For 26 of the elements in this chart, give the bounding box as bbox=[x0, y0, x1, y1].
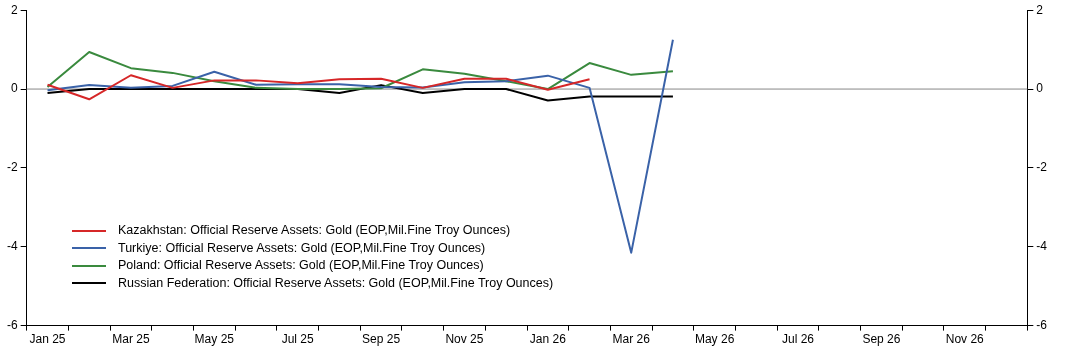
y2-tick-label: -6 bbox=[1036, 317, 1048, 332]
x-tick-label: Nov 25 bbox=[445, 332, 484, 347]
legend-label: Turkiye: Official Reserve Assets: Gold (EOP,Mil.Fine Troy Ounces) bbox=[118, 239, 486, 257]
legend-label: Poland: Official Reserve Assets: Gold (EOP,Mil.Fine Troy Ounces) bbox=[118, 257, 484, 274]
y-tick-label: -2 bbox=[7, 160, 18, 175]
y-tick-label: -4 bbox=[7, 239, 18, 254]
y2-tick-label: -2 bbox=[1036, 160, 1048, 175]
y-tick-label: 2 bbox=[10, 2, 18, 17]
y2-tick-label: -4 bbox=[1036, 239, 1048, 254]
y2-tick-label: 0 bbox=[1036, 81, 1044, 96]
y-tick-label: 0 bbox=[10, 81, 18, 96]
x-tick-label: Nov 26 bbox=[945, 332, 985, 347]
y-tick-label: -6 bbox=[7, 317, 18, 332]
x-tick-label: Jan 25 bbox=[29, 332, 66, 347]
x-tick-label: Mar 25 bbox=[112, 332, 150, 347]
x-tick-label: Sep 25 bbox=[362, 332, 401, 347]
y2-tick-label: 2 bbox=[1036, 2, 1044, 17]
x-tick-label: May 25 bbox=[194, 332, 235, 347]
x-tick-label: Jul 26 bbox=[782, 332, 815, 347]
x-tick-label: Sep 26 bbox=[862, 332, 901, 347]
x-tick-label: Mar 26 bbox=[612, 332, 651, 347]
legend-label: Kazakhstan: Official Reserve Assets: Gold (EOP,Mil.Fine Troy Ounces) bbox=[118, 222, 511, 239]
x-tick-label: Jul 25 bbox=[281, 332, 315, 347]
legend-label: Russian Federation: Official Reserve Assets: Gold (EOP,Mil.Fine Troy Ounces) bbox=[118, 274, 554, 292]
x-tick-label: May 26 bbox=[694, 332, 735, 347]
x-tick-label: Jan 26 bbox=[529, 332, 567, 347]
